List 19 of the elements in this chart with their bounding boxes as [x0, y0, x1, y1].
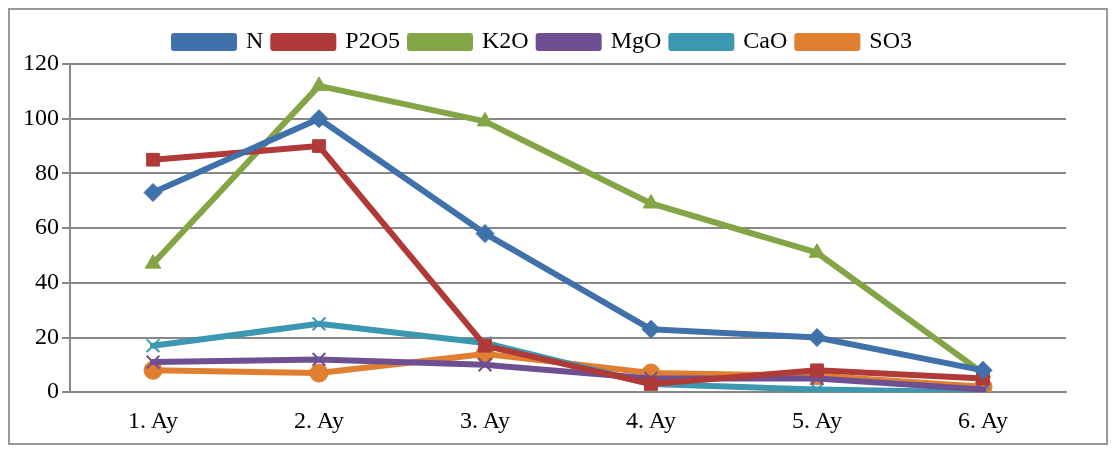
y-tick-label: 20 — [35, 322, 59, 349]
x-tick-label: 3. Ay — [460, 406, 510, 433]
x-tick-label: 1. Ay — [128, 406, 178, 433]
x-tick-label: 5. Ay — [792, 406, 842, 433]
legend-label: SO3 — [869, 27, 913, 54]
x-tick-label: 4. Ay — [626, 406, 676, 433]
legend-label: K2O — [482, 27, 529, 54]
y-tick-label: 40 — [35, 268, 59, 295]
y-tick-label: 0 — [47, 377, 59, 404]
legend-label: MgO — [610, 27, 662, 54]
y-tick-label: 60 — [35, 213, 59, 240]
legend-label: P2O5 — [345, 27, 401, 54]
y-tick-label: 100 — [23, 104, 59, 130]
y-tick-label: 120 — [23, 49, 59, 76]
y-tick-label: 80 — [35, 158, 59, 185]
x-tick-label: 2. Ay — [294, 406, 344, 433]
legend-label: CaO — [743, 27, 788, 54]
x-tick-label: 6. Ay — [958, 406, 1008, 433]
legend-label: N — [245, 27, 264, 54]
